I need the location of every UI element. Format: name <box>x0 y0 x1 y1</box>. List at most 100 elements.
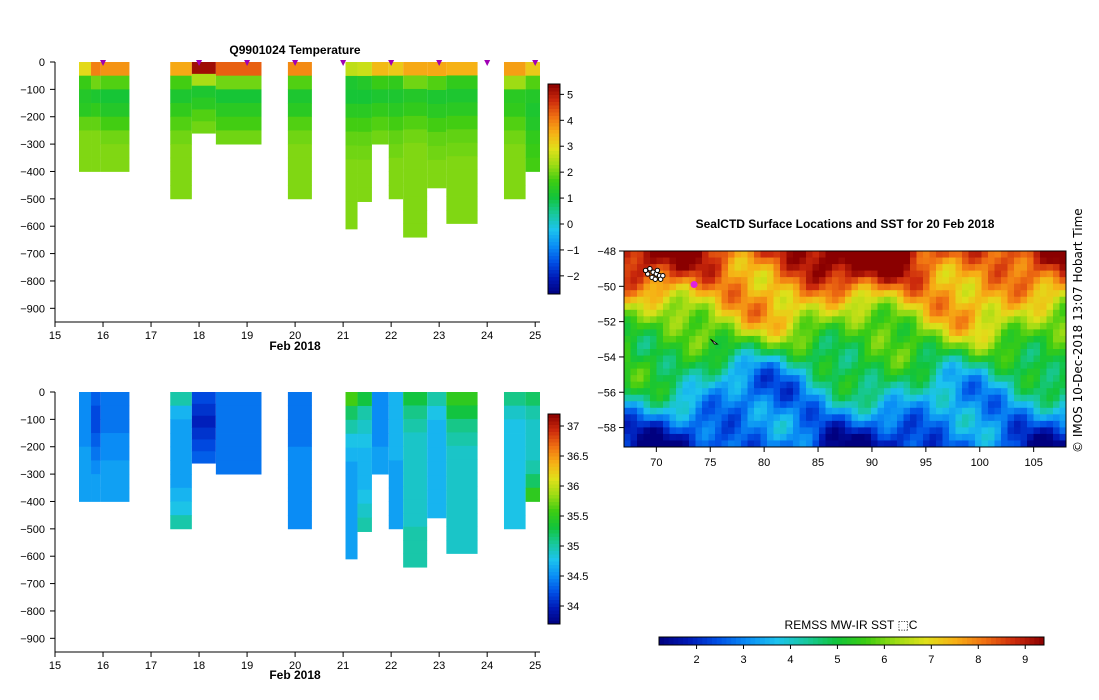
sst-cell <box>708 362 716 370</box>
profile-cell <box>503 157 526 172</box>
sst-cell <box>884 290 891 298</box>
temperature-x-label: Feb 2018 <box>269 339 321 353</box>
profile-cell <box>191 415 216 428</box>
profile-cell <box>100 433 130 448</box>
sst-cell <box>923 394 930 402</box>
sst-cell <box>786 381 794 389</box>
colorbar-segment <box>764 637 771 645</box>
sst-cell <box>955 401 963 409</box>
sst-cell <box>1001 407 1008 415</box>
sst-cell <box>890 283 898 291</box>
sst-cell <box>838 277 846 285</box>
sst-cell <box>845 316 852 324</box>
sst-colorbar-label: REMSS MW-IR SST ⬚C <box>785 618 918 632</box>
profile-column <box>357 392 372 532</box>
sst-cell <box>799 362 807 370</box>
sst-cell <box>890 407 898 415</box>
colorbar-segment <box>548 428 560 432</box>
sst-cell <box>663 401 670 409</box>
sst-cell <box>715 277 722 285</box>
sst-cell <box>897 349 904 357</box>
sst-cell <box>682 303 690 311</box>
sst-cell <box>897 329 904 337</box>
y-tick-label: −300 <box>20 139 45 151</box>
sst-cell <box>955 349 963 357</box>
sst-cell <box>1053 329 1060 337</box>
sst-cell <box>682 335 690 343</box>
sst-cell <box>929 257 937 265</box>
colorbar-segment <box>904 637 910 645</box>
sst-cell <box>682 401 690 409</box>
sst-cell <box>949 368 956 376</box>
sst-cell <box>734 362 742 370</box>
sst-cell <box>864 407 872 415</box>
colorbar-segment <box>548 522 560 527</box>
sst-cell <box>864 427 872 435</box>
sst-cell <box>773 381 781 389</box>
sst-cell <box>858 355 865 363</box>
sst-cell <box>669 407 677 415</box>
sst-cell <box>819 420 826 428</box>
colorbar-segment <box>947 637 954 645</box>
sst-cell <box>890 381 898 389</box>
sst-cell <box>695 283 703 291</box>
sst-cell <box>721 290 729 298</box>
sst-cell <box>669 277 677 285</box>
profile-cell <box>100 487 130 502</box>
profile-cell <box>357 75 372 91</box>
sst-cell <box>656 381 664 389</box>
colorbar-segment <box>837 637 843 645</box>
profile-cell <box>91 487 101 502</box>
sst-cell <box>929 277 937 285</box>
sst-cell <box>1046 401 1054 409</box>
sst-cell <box>851 316 859 324</box>
sst-cell <box>773 420 781 428</box>
sst-cell <box>1027 264 1034 272</box>
sst-cell <box>916 309 924 317</box>
lon-tick-label: 85 <box>812 457 824 469</box>
sst-cell <box>851 407 859 415</box>
sst-cell <box>799 407 807 415</box>
sst-cell <box>825 401 833 409</box>
sst-cell <box>1014 316 1021 324</box>
sst-cell <box>728 362 735 370</box>
sst-cell <box>819 251 826 259</box>
sst-cell <box>923 355 930 363</box>
sst-cell <box>929 427 937 435</box>
sst-cell <box>1020 335 1028 343</box>
sst-cell <box>624 368 631 376</box>
sst-cell <box>903 394 911 402</box>
sst-cell <box>767 322 774 330</box>
profile-cell <box>287 89 312 104</box>
sst-cell <box>994 407 1002 415</box>
profile-cell <box>191 451 216 464</box>
sst-cell <box>656 335 664 343</box>
sst-cell <box>676 401 683 409</box>
sst-cell <box>994 264 1002 272</box>
sst-cell <box>728 335 735 343</box>
profile-column <box>287 62 312 200</box>
profile-cell <box>215 460 262 475</box>
sst-cell <box>1027 368 1034 376</box>
sst-cell <box>1001 257 1008 265</box>
sst-cell <box>1007 277 1015 285</box>
sst-cell <box>786 303 794 311</box>
sst-cell <box>864 316 872 324</box>
sst-cell <box>936 407 943 415</box>
salinity-panel: 0−100−200−300−400−500−600−700−800−900 15… <box>20 387 588 682</box>
profile-cell <box>403 540 428 555</box>
colorbar-segment <box>894 637 901 645</box>
sst-cell <box>871 420 878 428</box>
sst-cell <box>955 322 963 330</box>
sst-cell <box>955 296 963 304</box>
sst-cell <box>669 335 677 343</box>
sst-cell <box>786 335 794 343</box>
sst-cell <box>871 394 878 402</box>
profile-cell <box>403 115 428 130</box>
sst-cell <box>968 414 976 422</box>
profile-cell <box>525 392 540 407</box>
sst-cell <box>832 283 839 291</box>
profile-column <box>388 392 404 530</box>
sst-cell <box>884 440 891 447</box>
